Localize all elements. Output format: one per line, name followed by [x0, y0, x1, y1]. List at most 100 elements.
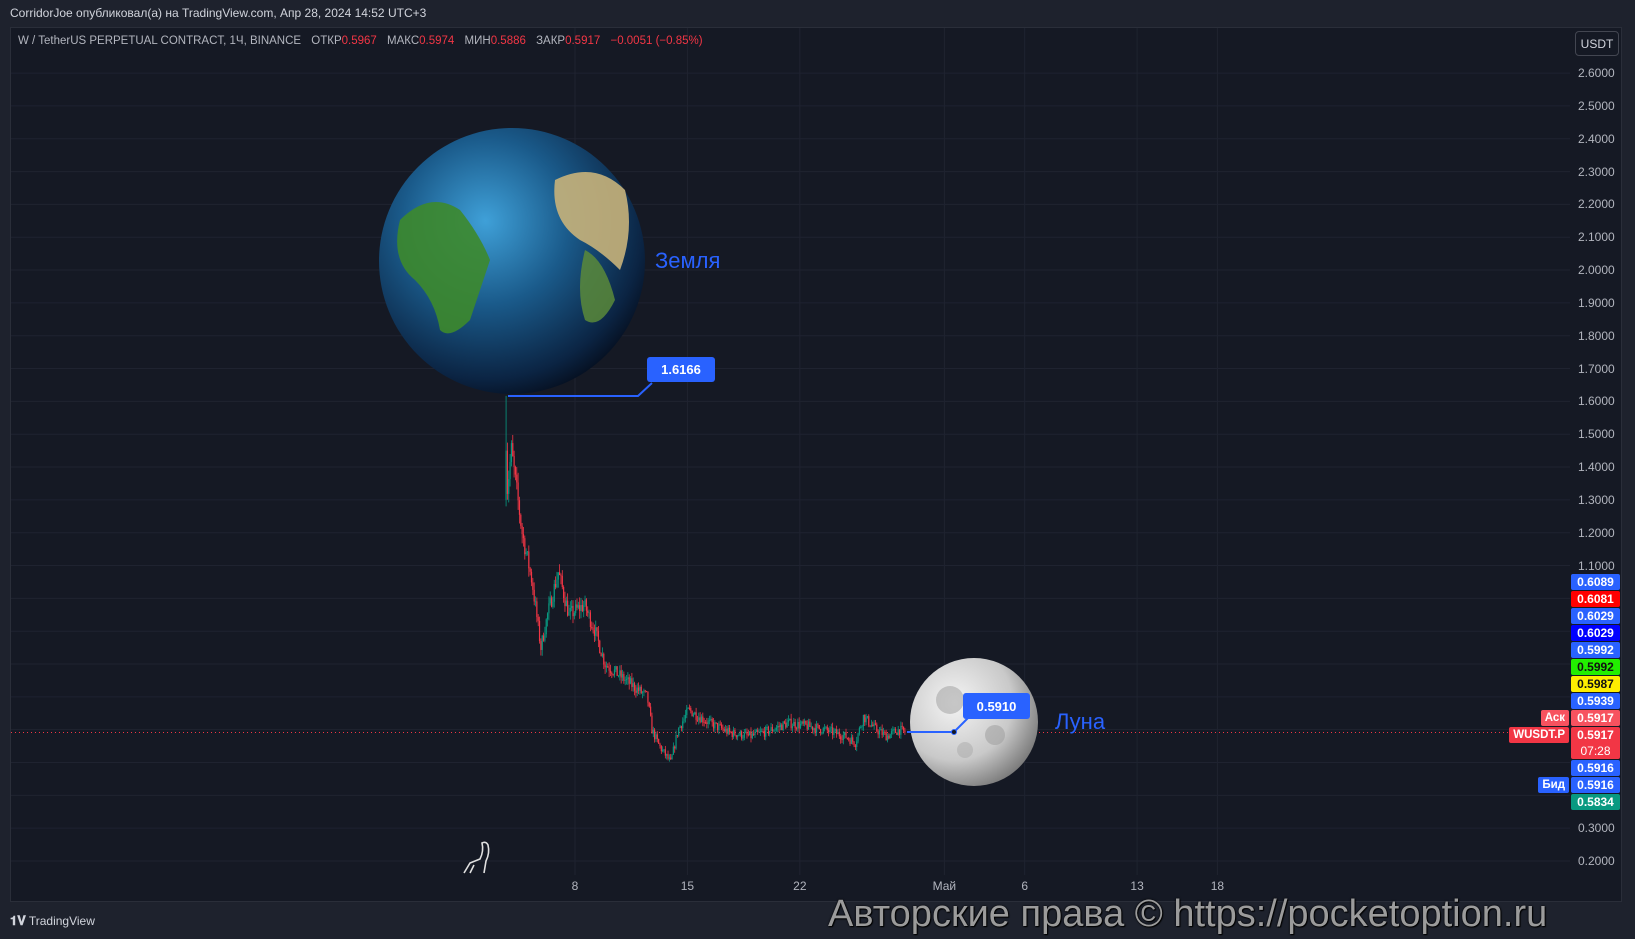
copyright-watermark: Авторские права © https://pocketoption.r…	[828, 893, 1548, 935]
candle-body	[775, 727, 778, 730]
candle-body	[868, 716, 870, 726]
tv-logo-icon: 𝟏𝐕	[10, 913, 26, 928]
candle-body	[801, 721, 803, 724]
candle-body	[726, 728, 728, 734]
moon-label[interactable]: Луна	[1055, 709, 1106, 734]
badge-value: 0.6029	[1577, 609, 1614, 623]
candle-body	[700, 716, 703, 723]
candle-body	[514, 466, 517, 475]
price-badge: 0.5992	[1571, 642, 1620, 658]
candle-body	[731, 732, 733, 737]
candle-body	[572, 605, 574, 617]
candle-body	[794, 721, 796, 729]
price-badge: 0.5916	[1571, 760, 1620, 776]
candle-body	[597, 631, 600, 641]
candle-body	[727, 727, 729, 734]
candle-body	[749, 731, 751, 736]
earth-price-callout[interactable]: 1.6166	[647, 357, 715, 382]
candle-body	[877, 731, 879, 735]
candle-body	[738, 735, 740, 737]
candle-body	[533, 589, 535, 602]
candle-body	[548, 603, 550, 614]
candle-body	[849, 739, 851, 744]
candle-body	[781, 724, 783, 731]
candle-body	[537, 617, 539, 621]
candle-body	[711, 718, 713, 723]
time-tick: 8	[571, 879, 579, 893]
candle-body	[818, 725, 820, 730]
moon-image	[910, 658, 1038, 786]
candle-body	[753, 733, 755, 736]
candle-body	[789, 718, 791, 720]
high-label: МАКС	[387, 35, 420, 47]
candle-body	[710, 718, 712, 720]
earth-label[interactable]: Земля	[655, 248, 721, 273]
dino-icon[interactable]	[463, 841, 490, 874]
candle-body	[648, 702, 650, 707]
price-tick: 1.4000	[1578, 460, 1615, 475]
candle-body	[554, 584, 557, 588]
candle-body	[857, 733, 859, 742]
candle-body	[621, 674, 624, 678]
candle-body	[806, 724, 808, 730]
candle-body	[513, 456, 515, 467]
candle-body	[728, 727, 731, 732]
price-tick: 2.2000	[1578, 197, 1615, 212]
candle-body	[592, 627, 594, 631]
candle-body	[846, 737, 848, 739]
candle-body	[809, 721, 811, 727]
tradingview-logo[interactable]: 𝟏𝐕 TradingView	[10, 913, 95, 929]
candle-body	[722, 728, 724, 730]
candle-body	[564, 598, 566, 607]
price-tag-label: Аск	[1540, 710, 1569, 726]
candle-body	[534, 601, 537, 603]
price-tick: 0.3000	[1578, 821, 1615, 836]
candle-body	[774, 729, 776, 731]
candle-body	[741, 731, 743, 739]
candle-body	[559, 572, 561, 576]
earth-callout-line	[508, 382, 653, 397]
candle-body	[540, 641, 542, 650]
candle-body	[670, 757, 672, 760]
candle-body	[745, 731, 747, 733]
candle-body	[637, 687, 640, 691]
candle-body	[583, 605, 585, 612]
candle-body	[807, 721, 810, 730]
candle-body	[716, 722, 719, 730]
candle-body	[893, 728, 895, 730]
candle-body	[545, 619, 547, 635]
candle-body	[567, 600, 569, 616]
chart-pane[interactable]	[10, 27, 1622, 902]
candle-body	[530, 571, 533, 583]
candle-body	[890, 731, 893, 735]
candle-body	[573, 612, 575, 617]
candle-body	[888, 735, 890, 739]
price-tick: 1.5000	[1578, 427, 1615, 442]
candle-body	[623, 674, 625, 681]
currency-button[interactable]: USDT	[1575, 31, 1619, 56]
candle-body	[695, 712, 697, 720]
candle-body	[611, 672, 613, 675]
candle-body	[779, 724, 782, 728]
candle-body	[565, 600, 567, 607]
candle-body	[803, 720, 806, 724]
candle-body	[719, 724, 721, 726]
candle-body	[620, 670, 622, 678]
candle-body	[815, 724, 818, 733]
candle-body	[516, 474, 518, 483]
price-tick: 2.4000	[1578, 131, 1615, 146]
candle-body	[799, 723, 802, 729]
candle-body	[866, 716, 869, 718]
candle-body	[691, 710, 693, 717]
candle-body	[795, 728, 798, 729]
moon-anchor-point[interactable]	[951, 729, 957, 735]
candle-body	[782, 721, 784, 731]
moon-price-callout[interactable]: 0.5910	[963, 693, 1030, 719]
candles	[505, 395, 906, 762]
open-label: ОТКР	[311, 35, 342, 47]
candle-body	[633, 683, 636, 691]
symbol-title[interactable]: W / TetherUS PERPETUAL CONTRACT, 1Ч, BIN…	[18, 35, 302, 47]
change-value: −0.0051 (−0.85%)	[610, 35, 703, 47]
price-badge: 0.6081	[1571, 591, 1620, 607]
